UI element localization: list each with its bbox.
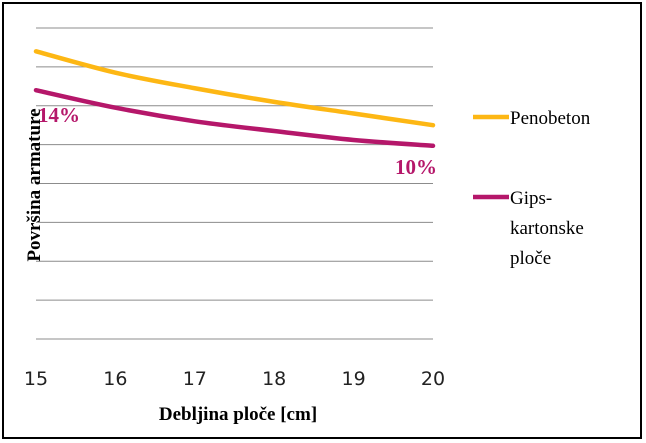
- chart-frame: [2, 2, 642, 439]
- legend-label: Gips-: [510, 188, 552, 209]
- series-line-1: [33, 49, 436, 128]
- x-axis-title: Debljina ploče [cm]: [159, 404, 317, 425]
- legend-label: Penobeton: [510, 108, 591, 129]
- series-lines: [33, 49, 436, 149]
- gridlines: [36, 27, 433, 340]
- legend-label: ploče: [510, 248, 551, 269]
- x-tick-label: 15: [24, 368, 48, 390]
- data-label: 14%: [38, 103, 80, 127]
- legend-label: kartonske: [510, 218, 584, 239]
- data-labels: 14% 10%: [38, 103, 437, 179]
- x-tick-label: 19: [342, 368, 366, 390]
- data-label: 10%: [395, 155, 437, 179]
- x-tick-label: 17: [183, 368, 207, 390]
- series-line-2: [33, 87, 436, 149]
- legend: Penobeton Gips-kartonske ploče: [473, 108, 591, 269]
- x-tick-label: 20: [421, 368, 445, 390]
- y-axis-title: Površina armature: [24, 108, 45, 261]
- x-tick-label: 16: [103, 368, 127, 390]
- x-tick-labels: 15 16 17 18 19 20: [24, 368, 445, 390]
- x-tick-label: 18: [262, 368, 286, 390]
